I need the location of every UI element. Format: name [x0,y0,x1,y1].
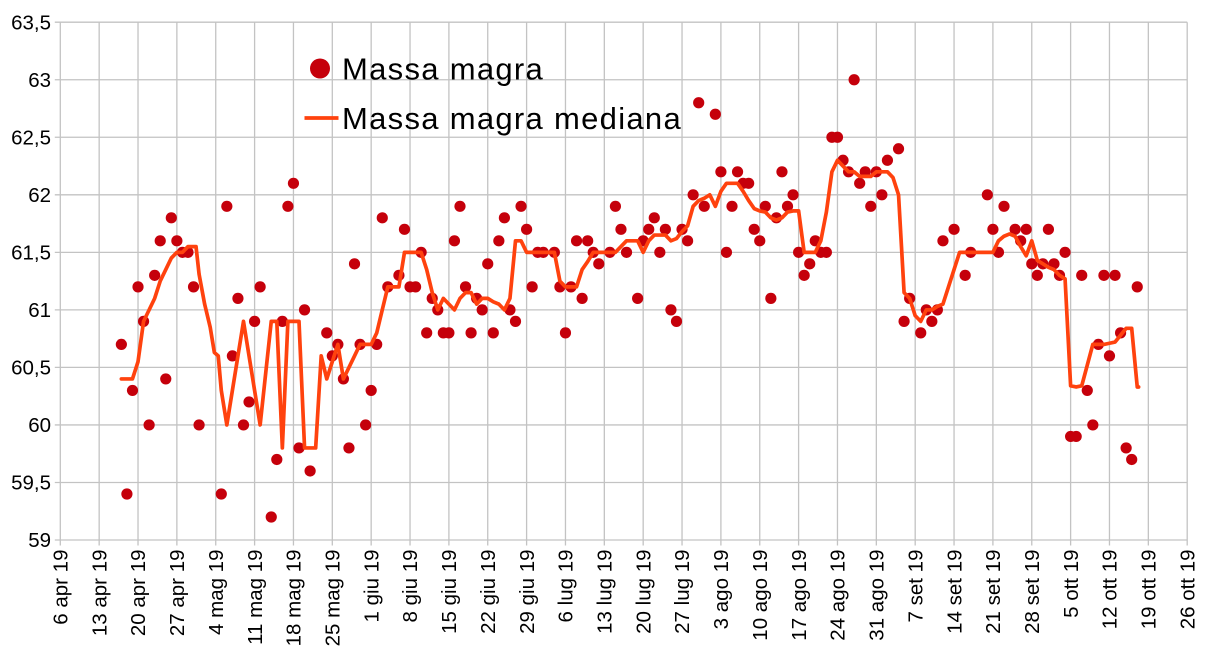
svg-text:62,5: 62,5 [11,126,51,149]
svg-text:25 mag 19: 25 mag 19 [322,550,345,647]
svg-text:63,5: 63,5 [11,11,51,34]
svg-text:21 set 19: 21 set 19 [982,550,1005,634]
svg-text:12 ott 19: 12 ott 19 [1099,550,1122,630]
svg-text:15 giu 19: 15 giu 19 [438,550,461,634]
svg-text:5 ott 19: 5 ott 19 [1060,550,1083,618]
svg-text:4 mag 19: 4 mag 19 [205,550,228,635]
svg-text:13 lug 19: 13 lug 19 [594,550,617,634]
svg-text:61,5: 61,5 [11,242,51,265]
svg-text:3 ago 19: 3 ago 19 [710,550,733,630]
svg-text:10 ago 19: 10 ago 19 [749,550,772,641]
svg-text:60: 60 [28,414,51,437]
svg-text:27 lug 19: 27 lug 19 [671,550,694,634]
svg-text:31 ago 19: 31 ago 19 [866,550,889,641]
svg-text:59,5: 59,5 [11,472,51,495]
svg-text:59: 59 [28,529,51,552]
svg-text:14 set 19: 14 set 19 [943,550,966,634]
svg-text:62: 62 [28,184,51,207]
svg-text:27 apr 19: 27 apr 19 [166,550,189,637]
svg-text:29 giu 19: 29 giu 19 [516,550,539,634]
svg-text:17 ago 19: 17 ago 19 [788,550,811,641]
svg-text:20 apr 19: 20 apr 19 [127,550,150,637]
svg-text:61: 61 [28,299,51,322]
svg-text:8 giu 19: 8 giu 19 [399,550,422,623]
svg-text:Massa magra: Massa magra [342,51,544,86]
svg-text:7 set 19: 7 set 19 [904,550,927,623]
svg-text:1 giu 19: 1 giu 19 [360,550,383,623]
svg-text:26 ott 19: 26 ott 19 [1176,550,1199,630]
svg-text:13 apr 19: 13 apr 19 [88,550,111,637]
svg-text:6 lug 19: 6 lug 19 [555,550,578,623]
svg-text:24 ago 19: 24 ago 19 [827,550,850,641]
svg-text:6 apr 19: 6 apr 19 [50,550,73,625]
svg-text:11 mag 19: 11 mag 19 [244,550,267,645]
svg-text:63: 63 [28,69,51,92]
svg-text:Massa magra mediana: Massa magra mediana [342,101,682,136]
svg-text:22 giu 19: 22 giu 19 [477,550,500,634]
svg-text:20 lug 19: 20 lug 19 [632,550,655,634]
svg-text:19 ott 19: 19 ott 19 [1138,550,1161,630]
svg-text:60,5: 60,5 [11,357,51,380]
svg-text:18 mag 19: 18 mag 19 [283,550,306,647]
svg-text:28 set 19: 28 set 19 [1021,550,1044,634]
